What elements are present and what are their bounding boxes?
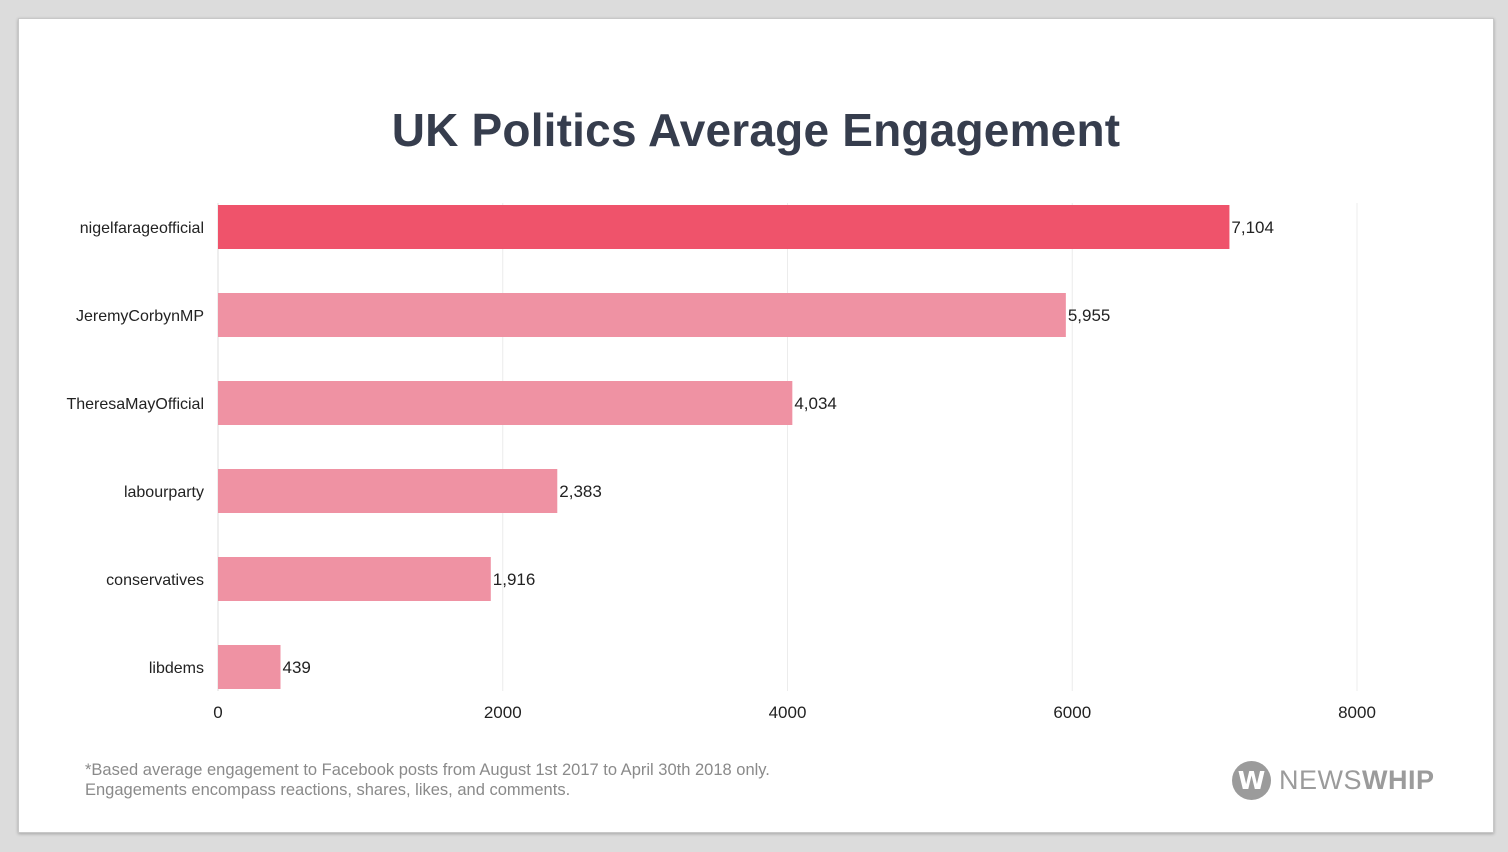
logo-mark-icon: W: [1232, 761, 1271, 800]
logo-text-bold: WHIP: [1362, 765, 1435, 795]
bar: [218, 381, 793, 425]
chart-card: UK Politics Average Engagement 7,104 nige…: [18, 18, 1494, 833]
bar-chart: 7,104 nigelfarageofficial 5,955 JeremyCorby…: [66, 203, 1376, 722]
category-label: libdems: [149, 660, 204, 677]
x-tick-label: 4000: [769, 703, 807, 722]
footnote-line-2: Engagements encompass reactions, shares,…: [85, 781, 571, 799]
category-label: nigelfarageofficial: [80, 220, 204, 237]
x-tick-label: 8000: [1338, 703, 1376, 722]
chart-title: UK Politics Average Engagement: [391, 104, 1121, 156]
bar: [218, 469, 558, 513]
bar: [218, 557, 491, 601]
footnote: *Based average engagement to Facebook po…: [85, 760, 770, 800]
logo-text-light: NEWS: [1279, 765, 1362, 795]
bar-value-label: 1,916: [493, 570, 536, 589]
category-label: labourparty: [124, 484, 204, 501]
bar-value-label: 7,104: [1231, 218, 1274, 237]
bar-value-label: 4,034: [794, 394, 837, 413]
logo-wordmark: NEWSWHIP: [1279, 765, 1435, 796]
bar: [218, 293, 1066, 337]
category-label: JeremyCorbynMP: [76, 308, 204, 325]
category-label: conservatives: [106, 572, 204, 589]
bar-value-label: 2,383: [559, 482, 602, 501]
x-tick-label: 6000: [1053, 703, 1091, 722]
footnote-line-1: *Based average engagement to Facebook po…: [85, 761, 770, 779]
newswhip-logo: W NEWSWHIP: [1232, 761, 1435, 800]
bar: [218, 205, 1230, 249]
bar: [218, 645, 281, 689]
bar-value-label: 5,955: [1068, 306, 1111, 325]
x-tick-label: 2000: [484, 703, 522, 722]
bar-value-label: 439: [283, 658, 311, 677]
category-label: TheresaMayOfficial: [66, 396, 204, 413]
x-tick-label: 0: [213, 703, 222, 722]
